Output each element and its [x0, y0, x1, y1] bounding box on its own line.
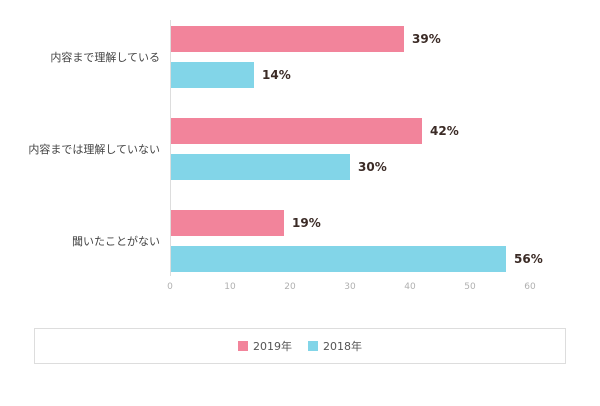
- legend-swatch-series-2018: [308, 341, 318, 351]
- legend-label-series-2018: 2018年: [323, 340, 362, 353]
- legend-label-series-2019: 2019年: [253, 340, 292, 353]
- bar-series-2019: [170, 210, 284, 236]
- category-label: 聞いたことがない: [72, 235, 160, 248]
- chart-row: 内容まで理解している 39% 14%: [0, 26, 600, 88]
- bar-line: 30%: [170, 154, 530, 180]
- legend-item-series-2018: 2018年: [308, 338, 362, 354]
- value-label: 19%: [292, 216, 321, 230]
- bar-line: 14%: [170, 62, 530, 88]
- bar-line: 19%: [170, 210, 530, 236]
- value-label: 30%: [358, 160, 387, 174]
- value-label: 56%: [514, 252, 543, 266]
- chart-row: 内容までは理解していない 42% 30%: [0, 118, 600, 180]
- y-axis-line: [170, 20, 171, 276]
- bar-line: 42%: [170, 118, 530, 144]
- bar-group: 42% 30%: [170, 118, 530, 180]
- bar-series-2019: [170, 118, 422, 144]
- bar-group: 39% 14%: [170, 26, 530, 88]
- bar-series-2018: [170, 154, 350, 180]
- x-tick-label: 50: [464, 282, 476, 292]
- x-tick-label: 30: [344, 282, 356, 292]
- x-axis: 0 10 20 30 40 50 60: [167, 280, 536, 302]
- x-tick-label: 40: [404, 282, 416, 292]
- bar-series-2019: [170, 26, 404, 52]
- chart-row: 聞いたことがない 19% 56%: [0, 210, 600, 272]
- category-label: 内容まで理解している: [50, 51, 160, 64]
- bar-line: 39%: [170, 26, 530, 52]
- value-label: 39%: [412, 32, 441, 46]
- value-label: 42%: [430, 124, 459, 138]
- bar-group: 19% 56%: [170, 210, 543, 272]
- plot-area: 内容まで理解している 39% 14% 内容までは理解していない 42% 30% 聞いたことが…: [0, 20, 600, 276]
- legend-item-series-2019: 2019年: [238, 338, 292, 354]
- x-tick-label: 10: [224, 282, 236, 292]
- value-label: 14%: [262, 68, 291, 82]
- x-tick-label: 0: [167, 282, 173, 292]
- x-tick-label: 20: [284, 282, 296, 292]
- bar-series-2018: [170, 62, 254, 88]
- x-tick-label: 60: [524, 282, 536, 292]
- category-label: 内容までは理解していない: [28, 143, 160, 156]
- bar-line: 56%: [170, 246, 543, 272]
- legend-swatch-series-2019: [238, 341, 248, 351]
- legend: 2019年 2018年: [34, 328, 566, 364]
- bar-series-2018: [170, 246, 506, 272]
